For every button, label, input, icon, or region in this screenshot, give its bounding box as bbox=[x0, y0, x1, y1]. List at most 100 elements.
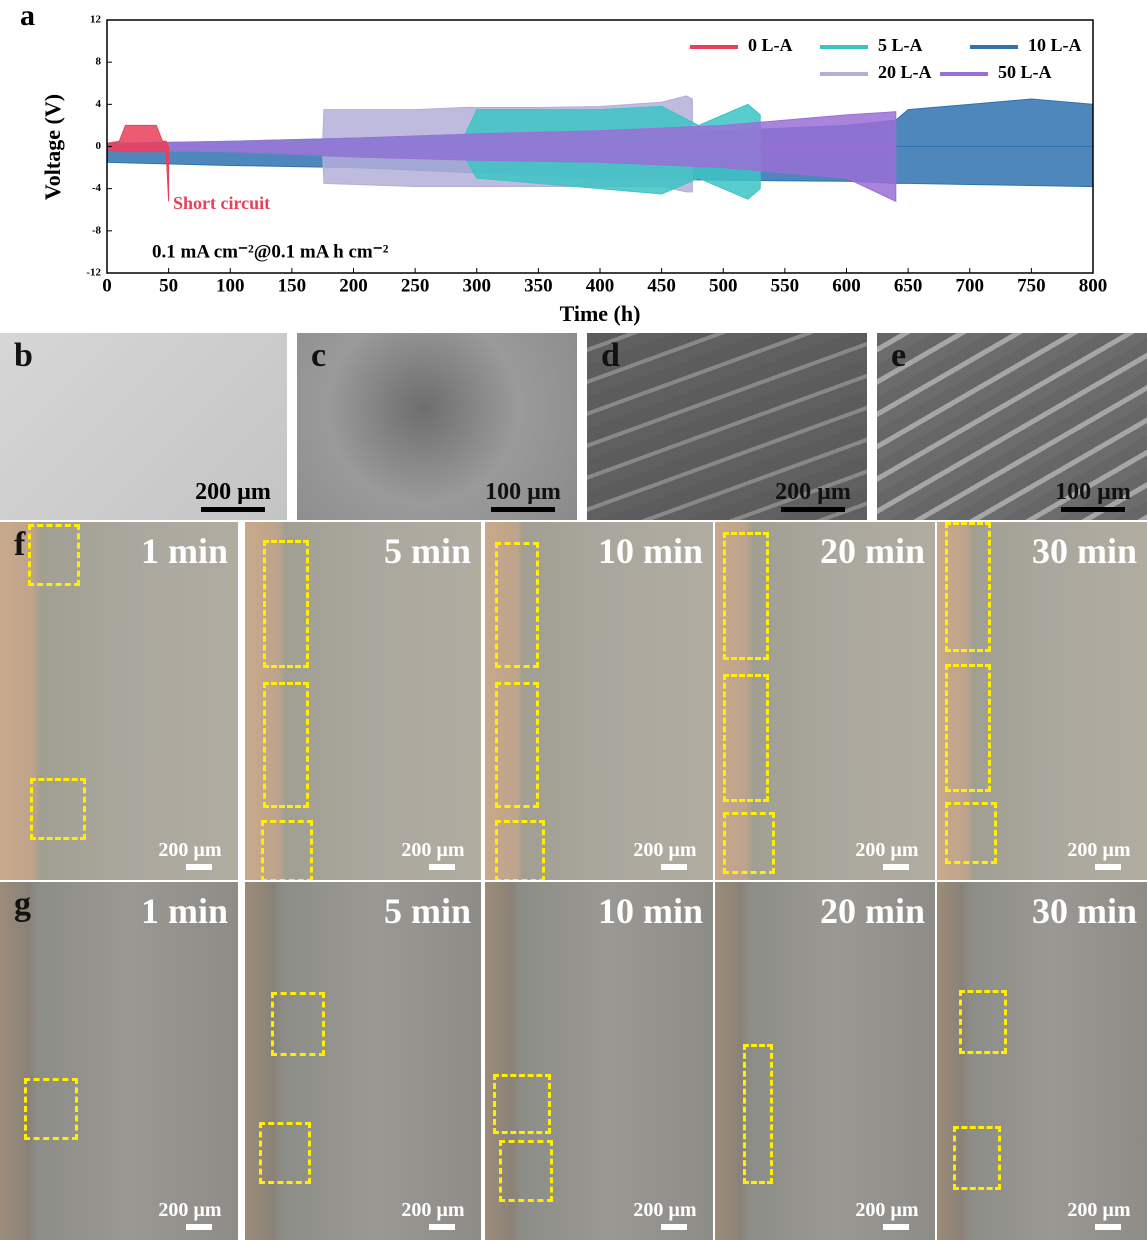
panel-label: a bbox=[20, 0, 35, 32]
y-tick-label: -8 bbox=[92, 224, 102, 236]
optical-image: 5 min 200 µm bbox=[245, 882, 481, 1240]
highlight-box bbox=[30, 778, 86, 840]
scale-bar bbox=[429, 864, 455, 870]
panel-label: f bbox=[14, 526, 25, 564]
scale-bar bbox=[186, 1224, 212, 1230]
x-tick-label: 300 bbox=[463, 275, 492, 296]
highlight-box bbox=[263, 682, 309, 808]
time-label: 10 min bbox=[598, 530, 703, 572]
time-label: 20 min bbox=[820, 530, 925, 572]
x-tick-label: 250 bbox=[401, 275, 430, 296]
highlight-box bbox=[493, 1074, 551, 1134]
highlight-box bbox=[24, 1078, 78, 1140]
x-tick-label: 450 bbox=[647, 275, 676, 296]
x-tick-label: 500 bbox=[709, 275, 738, 296]
x-tick-label: 600 bbox=[832, 275, 861, 296]
scale-bar bbox=[883, 864, 909, 870]
y-tick-label: 12 bbox=[90, 14, 102, 26]
legend-label: 10 L-A bbox=[1028, 35, 1082, 55]
scale-bar-label: 200 µm bbox=[763, 479, 863, 506]
scale-bar bbox=[781, 507, 845, 512]
y-tick-label: 8 bbox=[96, 56, 102, 68]
panel-label: c bbox=[311, 337, 326, 375]
panel-label: d bbox=[601, 337, 620, 375]
highlight-box bbox=[945, 522, 991, 652]
scale-bar bbox=[429, 1224, 455, 1230]
time-label: 30 min bbox=[1032, 530, 1137, 572]
highlight-box bbox=[259, 1122, 311, 1184]
time-label: 5 min bbox=[384, 530, 471, 572]
scale-bar-label: 200 µm bbox=[393, 1199, 473, 1222]
time-label: 10 min bbox=[598, 890, 703, 932]
panel-label: b bbox=[14, 337, 33, 375]
scale-bar-label: 200 µm bbox=[150, 1199, 230, 1222]
scale-bar-label: 200 µm bbox=[1059, 839, 1139, 862]
scale-bar bbox=[1095, 864, 1121, 870]
highlight-box bbox=[261, 820, 313, 880]
optical-image: f 1 min 200 µm bbox=[0, 522, 238, 880]
y-tick-label: -4 bbox=[92, 182, 102, 194]
x-tick-label: 800 bbox=[1079, 275, 1108, 296]
legend-label: 5 L-A bbox=[878, 35, 923, 55]
time-label: 1 min bbox=[141, 530, 228, 572]
highlight-box bbox=[495, 682, 539, 808]
legend-label: 0 L-A bbox=[748, 35, 793, 55]
x-tick-label: 350 bbox=[524, 275, 553, 296]
highlight-box bbox=[495, 542, 539, 668]
scale-bar bbox=[883, 1224, 909, 1230]
sem-image: e 100 µm bbox=[877, 333, 1147, 520]
x-tick-label: 50 bbox=[159, 275, 178, 296]
scale-bar-label: 100 µm bbox=[1043, 479, 1143, 506]
x-tick-label: 750 bbox=[1017, 275, 1046, 296]
scale-bar-label: 200 µm bbox=[393, 839, 473, 862]
scale-bar-label: 200 µm bbox=[183, 479, 283, 506]
panel-label: e bbox=[891, 337, 906, 375]
panel-label: g bbox=[14, 886, 31, 924]
annotation: 0.1 mA cm⁻²@0.1 mA h cm⁻² bbox=[152, 241, 389, 262]
scale-bar bbox=[201, 507, 265, 512]
x-tick-label: 150 bbox=[278, 275, 307, 296]
x-tick-label: 700 bbox=[956, 275, 985, 296]
x-tick-label: 650 bbox=[894, 275, 923, 296]
sem-image: c 100 µm bbox=[297, 333, 577, 520]
scale-bar bbox=[1095, 1224, 1121, 1230]
scale-bar-label: 200 µm bbox=[1059, 1199, 1139, 1222]
time-label: 5 min bbox=[384, 890, 471, 932]
highlight-box bbox=[271, 992, 325, 1056]
scale-bar-label: 200 µm bbox=[150, 839, 230, 862]
highlight-box bbox=[28, 524, 80, 586]
sem-image: d 200 µm bbox=[587, 333, 867, 520]
y-tick-label: 4 bbox=[96, 98, 102, 110]
highlight-box bbox=[953, 1126, 1001, 1190]
optical-image: 20 min 200 µm bbox=[715, 882, 935, 1240]
x-axis-label: Time (h) bbox=[560, 301, 641, 326]
scale-bar bbox=[661, 864, 687, 870]
highlight-box bbox=[495, 820, 545, 880]
annotation: Short circuit bbox=[173, 193, 270, 213]
scale-bar bbox=[661, 1224, 687, 1230]
time-label: 30 min bbox=[1032, 890, 1137, 932]
highlight-box bbox=[263, 540, 309, 668]
sem-image: b 200 µm bbox=[0, 333, 287, 520]
highlight-box bbox=[499, 1140, 553, 1202]
time-label: 20 min bbox=[820, 890, 925, 932]
highlight-box bbox=[723, 532, 769, 660]
highlight-box bbox=[959, 990, 1007, 1054]
optical-image: 5 min 200 µm bbox=[245, 522, 481, 880]
scale-bar bbox=[186, 864, 212, 870]
highlight-box bbox=[945, 802, 997, 864]
optical-image: 30 min 200 µm bbox=[937, 882, 1147, 1240]
x-tick-label: 400 bbox=[586, 275, 615, 296]
figure: a Time (h) Voltage (V) -12-8-40481205010… bbox=[0, 0, 1147, 1241]
y-tick-label: -12 bbox=[86, 267, 101, 279]
x-tick-label: 0 bbox=[102, 275, 112, 296]
scale-bar-label: 200 µm bbox=[847, 1199, 927, 1222]
scale-bar-label: 100 µm bbox=[473, 479, 573, 506]
scale-bar bbox=[491, 507, 555, 512]
legend-label: 50 L-A bbox=[998, 62, 1052, 82]
highlight-box bbox=[723, 812, 775, 874]
